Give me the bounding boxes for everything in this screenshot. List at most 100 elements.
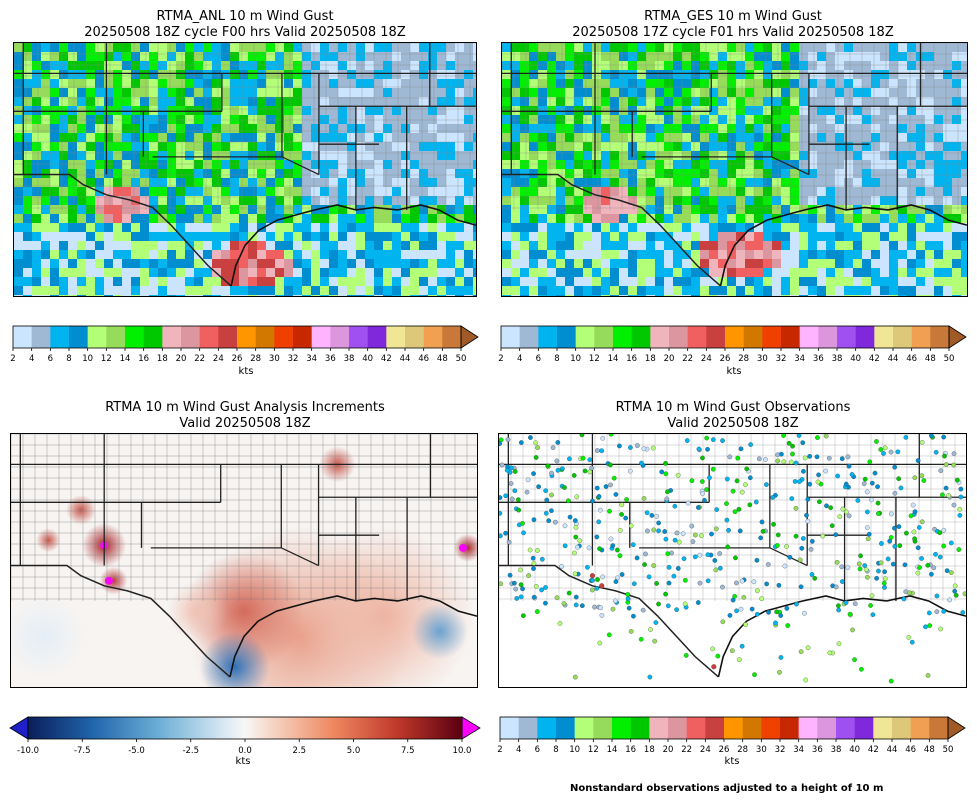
wind-gust-cell [230, 196, 240, 206]
colorbar-tick-label: 46 [418, 354, 429, 364]
wind-gust-cell [473, 286, 476, 296]
observation-point [536, 484, 541, 490]
observation-point [787, 554, 793, 560]
wind-gust-cell [140, 79, 150, 89]
observation-point [952, 583, 958, 589]
wind-gust-cell [68, 169, 78, 179]
observation-point [805, 497, 811, 502]
wind-gust-cell [257, 97, 267, 107]
wind-gust-cell [943, 205, 953, 215]
wind-gust-cell [113, 259, 123, 269]
wind-gust-cell [248, 187, 258, 197]
observation-point [823, 434, 829, 439]
wind-gust-cell [664, 88, 674, 98]
wind-gust-cell [383, 187, 393, 197]
wind-gust-cell [745, 52, 755, 62]
observation-point [738, 446, 744, 452]
observation-point [512, 469, 518, 474]
colorbar-tick-label: 38 [344, 354, 355, 364]
wind-gust-cell [356, 151, 366, 161]
wind-gust-cell [257, 295, 267, 296]
panel-2-title-line1: RTMA_GES 10 m Wind Gust [644, 9, 822, 24]
wind-gust-cell [502, 277, 512, 287]
wind-gust-cell [916, 187, 926, 197]
wind-gust-cell [673, 214, 683, 224]
colorbar-tick-label: 16 [625, 745, 636, 755]
wind-gust-cell [23, 259, 33, 269]
wind-gust-cell [871, 61, 881, 71]
wind-gust-cell [365, 88, 375, 98]
wind-gust-cell [925, 43, 935, 53]
wind-gust-cell [943, 52, 953, 62]
observation-point [896, 524, 902, 529]
wind-gust-cell [691, 277, 701, 287]
wind-gust-cell [610, 295, 620, 296]
wind-gust-cell [844, 196, 854, 206]
geography [14, 43, 476, 287]
wind-gust-cell [338, 79, 348, 89]
wind-gust-cell [664, 223, 674, 233]
wind-gust-cell [356, 286, 366, 296]
wind-gust-cell [194, 214, 204, 224]
wind-gust-cell [520, 61, 530, 71]
wind-gust-cell [664, 232, 674, 242]
wind-gust-cell [329, 286, 339, 296]
observation-point [619, 512, 624, 517]
wind-gust-cell [619, 43, 629, 53]
wind-gust-cell [203, 133, 213, 143]
wind-gust-cell [32, 142, 42, 152]
wind-gust-cell [556, 214, 566, 224]
colorbar-bin [500, 717, 519, 739]
wind-gust-cell [628, 196, 638, 206]
wind-gust-cell [961, 259, 967, 269]
wind-gust-cell [934, 124, 944, 134]
wind-gust-cell [203, 286, 213, 296]
wind-gust-cell [311, 277, 321, 287]
observation-point [515, 497, 521, 503]
wind-gust-cell [808, 205, 818, 215]
wind-gust-cell [401, 268, 411, 278]
county-grid [502, 43, 967, 210]
observation-point [764, 581, 769, 587]
colorbar-extend-arrow-high [461, 716, 481, 740]
wind-gust-cell [862, 268, 872, 278]
wind-gust-cell [239, 79, 249, 89]
wind-gust-cell [601, 124, 611, 134]
colorbar-bin [537, 717, 557, 739]
wind-gust-cell [619, 169, 629, 179]
wind-gust-cell [871, 52, 881, 62]
wind-gust-cell [511, 52, 521, 62]
wind-gust-cell [628, 70, 638, 80]
wind-gust-cell [446, 97, 456, 107]
wind-gust-cell [203, 88, 213, 98]
wind-gust-cell [673, 286, 683, 296]
wind-gust-cell [646, 79, 656, 89]
wind-gust-cell [664, 250, 674, 260]
wind-gust-cell [356, 223, 366, 233]
wind-gust-cell [763, 250, 773, 260]
wind-gust-cell [446, 250, 456, 260]
wind-gust-cell [329, 250, 339, 260]
colorbar-increments-svg: -10.0 -7.5 -5.0 -2.5 0.0 2.5 5.0 7.5 10.0 [9, 716, 481, 756]
wind-gust-cell [329, 259, 339, 269]
observation-point [734, 478, 740, 484]
observation-point [640, 607, 646, 613]
wind-gust-cell [799, 178, 809, 188]
wind-gust-cell [574, 187, 584, 197]
wind-gust-cell [610, 286, 620, 296]
wind-gust-cell [311, 241, 321, 251]
wind-gust-cell [410, 196, 420, 206]
wind-gust-cell [709, 250, 719, 260]
wind-gust-cell [122, 214, 132, 224]
wind-gust-cell [140, 295, 150, 296]
map-observations [498, 433, 967, 688]
wind-gust-cell [556, 205, 566, 215]
wind-gust-cell [275, 133, 285, 143]
wind-gust-cell [221, 268, 231, 278]
wind-gust-cell [817, 295, 827, 296]
wind-gust-cell [464, 61, 474, 71]
wind-gust-cell [700, 187, 710, 197]
observation-point [704, 487, 709, 492]
wind-gust-cell [347, 223, 357, 233]
wind-gust-cell [374, 160, 384, 170]
